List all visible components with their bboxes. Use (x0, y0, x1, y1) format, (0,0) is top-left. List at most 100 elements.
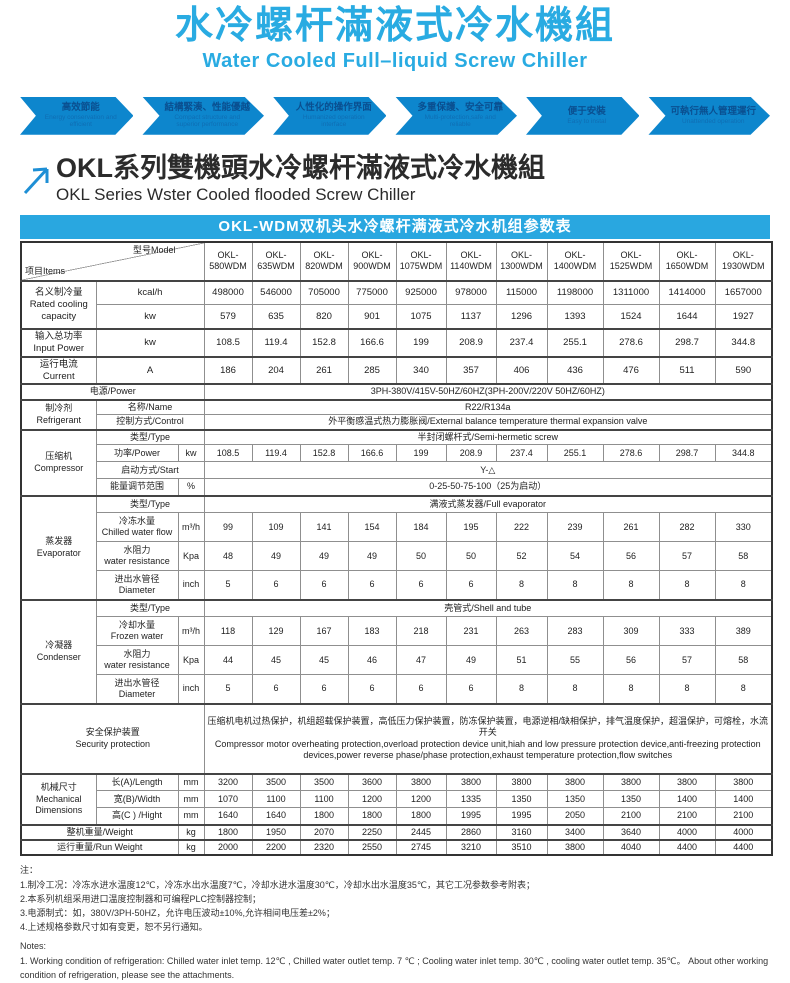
value-cell: 8 (495, 570, 548, 601)
value-cell: 47 (395, 645, 447, 676)
value-cell: 255.1 (546, 444, 604, 463)
unit-cell: m³/h (177, 512, 205, 543)
value-cell: 1995 (445, 807, 497, 826)
power-label: 电源/Power (20, 383, 205, 401)
value-cell: 436 (546, 355, 604, 385)
series-title-en: OKL Series Wster Cooled flooded Screw Ch… (56, 184, 416, 204)
label-en: Refrigerant (36, 414, 82, 425)
group-label-rated-cooling: 名义制冷量 Rated cooling capacity (20, 279, 97, 330)
label-zh: 进出水管径 (114, 573, 160, 584)
value-cell: 2320 (299, 838, 349, 856)
row-condenser-resistance: 水阻力 water resistance Kpa 44 45 45 46 47 49 51 5… (21, 645, 773, 676)
value-cell: 6 (347, 674, 397, 705)
value-cell: 1927 (714, 304, 773, 330)
value-cell: 141 (299, 512, 349, 543)
model-header-cell: OKL- 900WDM (347, 241, 397, 282)
refrigerant-name-value: R22/R134a (203, 398, 773, 416)
value-cell: 282 (658, 512, 716, 543)
value-cell: 129 (251, 616, 301, 647)
label-en: Rated cooling capacity (29, 298, 88, 322)
badge-label-zh: 便于安裝 (567, 105, 606, 117)
badge-humanized-interface: 人性化的操作界面 Humanized operation interface (273, 96, 387, 135)
value-cell: 330 (714, 512, 773, 543)
row-dim-width: 宽(B)/Width mm 1070 1100 1100 1200 1200 1335 13… (21, 790, 773, 809)
value-cell: 6 (251, 674, 301, 705)
value-cell: 2000 (203, 838, 253, 856)
value-cell: 1640 (203, 807, 253, 826)
power-value: 3PH-380V/415V-50HZ/60HZ(3PH-200V/220V 50… (203, 383, 773, 401)
sub-label: 类型/Type (95, 494, 205, 514)
value-cell: 186 (203, 355, 253, 385)
corner-model-label: 型号Model (133, 244, 176, 255)
value-cell: 3400 (546, 823, 604, 841)
row-power-supply: 电源/Power 3PH-380V/415V-50HZ/60HZ(3PH-200… (20, 383, 773, 401)
sub-label: 宽(B)/Width (95, 790, 179, 809)
label-zh: 冷凝器 (45, 640, 73, 651)
value-cell: 50 (395, 541, 447, 572)
row-security-protection: 安全保护装置 Security protection 压缩机电机过热保护，机组超… (20, 702, 773, 775)
refrigerant-control-value: 外平衡感温式热力膨胀阀/External balance temperature… (203, 414, 773, 431)
row-refrigerant-control: 控制方式/Control 外平衡感温式热力膨胀阀/External balanc… (21, 414, 773, 431)
value-cell: 8 (546, 674, 604, 705)
value-cell: 8 (658, 570, 716, 601)
model-header-cell: OKL- 1075WDM (395, 241, 447, 282)
group-label-dimensions: 机械尺寸 Mechanical Dimensions (20, 772, 97, 826)
series-title-zh: OKL系列雙機頭水冷螺杆滿液式冷水機組 (56, 152, 545, 183)
label-zh: 水阻力 (123, 648, 151, 659)
value-cell: 222 (495, 512, 548, 543)
sub-label: 冷冻水量 Chilled water flow (95, 512, 179, 543)
value-cell: 2745 (395, 838, 447, 856)
sub-label: 功率/Power (95, 444, 179, 463)
value-cell: 820 (299, 304, 349, 330)
value-cell: 2070 (299, 823, 349, 841)
unit-cell: kg (177, 823, 205, 841)
value-cell: 6 (445, 570, 497, 601)
sub-label: 冷却水量 Frozen water (95, 616, 179, 647)
value-cell: 6 (299, 674, 349, 705)
group-label-input-power: 输入总功率 Input Power (20, 327, 97, 358)
value-cell: 278.6 (602, 327, 660, 358)
value-cell: 498000 (203, 279, 253, 306)
value-cell: 8 (495, 674, 548, 705)
value-cell: 154 (347, 512, 397, 543)
value-cell: 1198000 (546, 279, 604, 306)
value-cell: 1070 (203, 790, 253, 809)
model-header-cell: OKL- 820WDM (299, 241, 349, 282)
value-cell: 49 (299, 541, 349, 572)
value-cell: 389 (714, 616, 773, 647)
ne-arrow-icon (23, 167, 49, 194)
unit-cell: Kpa (177, 645, 205, 676)
value-cell: 8 (714, 674, 773, 705)
label-en: Current (42, 370, 75, 382)
label-en: Condenser (36, 651, 81, 662)
unit-cell: kw (95, 327, 205, 358)
row-compressor-start: 启动方式/Start Y-△ (21, 461, 773, 480)
value-cell: 3510 (495, 838, 548, 856)
unit-cell: mm (177, 772, 205, 792)
value-cell: 333 (658, 616, 716, 647)
row-weight: 整机重量/Weight kg 1800 1950 2070 2250 2445 2860 3… (20, 823, 773, 841)
badge-label-zh: 結構緊湊、性能優越 (164, 102, 250, 114)
sub-label: 能量调节范围 (95, 478, 179, 497)
compressor-type-value: 半封闭螺杆式/Semi-hermetic screw (203, 428, 773, 446)
compressor-start-value: Y-△ (203, 461, 773, 480)
row-condenser-flow: 冷却水量 Frozen water m³/h 118 129 167 183 218 23… (21, 616, 773, 647)
value-cell: 283 (546, 616, 604, 647)
value-cell: 166.6 (347, 327, 397, 358)
value-cell: 1800 (203, 823, 253, 841)
notes-title-en: Notes: (20, 940, 47, 951)
sub-label: 进出水管径 Diameter (95, 674, 179, 705)
value-cell: 109 (251, 512, 301, 543)
model-header-cell: OKL- 580WDM (203, 241, 253, 282)
group-label-security: 安全保护装置 Security protection (20, 702, 205, 775)
value-cell: 1075 (395, 304, 447, 330)
unit-cell: kcal/h (95, 279, 205, 306)
unit-cell: Kpa (177, 541, 205, 572)
badge-label-zh: 人性化的操作界面 (295, 102, 372, 114)
badge-easy-install: 便于安裝 Easy to instal (526, 96, 640, 135)
value-cell: 1640 (251, 807, 301, 826)
badge-unattended-operation: 可執行無人管理運行 Unattended operation (648, 96, 770, 135)
value-cell: 3500 (299, 772, 349, 792)
value-cell: 166.6 (347, 444, 397, 463)
